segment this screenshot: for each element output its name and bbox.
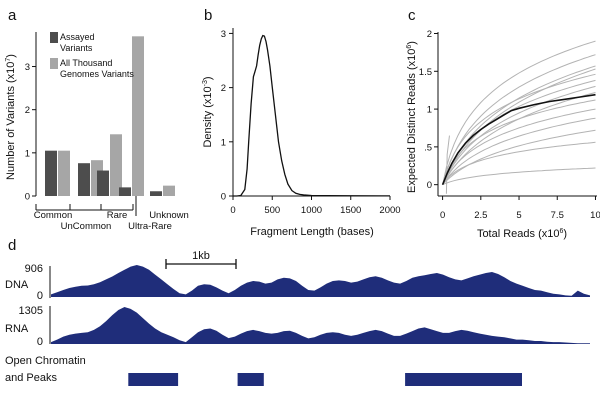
legend-label-assayed-1: Assayed [60, 32, 95, 42]
rna-zero-label: 0 [37, 336, 43, 348]
panel-b-x-tick-label: 1000 [301, 205, 322, 216]
bar-unknown-all-thousand [163, 185, 175, 196]
category-label-unknown: Unknown [149, 210, 189, 221]
panel-c-x-tick-label: 7.5 [551, 210, 564, 221]
legend-swatch-assayed [50, 32, 58, 43]
peaks-label-line-2: and Peaks [5, 372, 57, 384]
grey-curve [442, 54, 596, 185]
panel-c-ticks: 0 2.5 5 7.5 10 0 .5 1 1.5 2 [419, 29, 600, 221]
panel-a-y-ticks: 0 1 2 3 [25, 62, 36, 203]
dna-coverage-track [51, 265, 590, 297]
grey-curve [442, 40, 596, 185]
panel-c-grey-curves [442, 40, 596, 194]
grey-curve [442, 129, 596, 186]
panel-b-x-tick-label: 500 [264, 205, 280, 216]
panel-b-y-tick-label: 1 [221, 137, 226, 148]
panel-b-y-tick-label: 0 [221, 192, 226, 203]
panel-c-mean-curve [441, 93, 596, 185]
panel-a-bar-chart: 0 1 2 3 Number of Variants (x107) Assayed V… [5, 32, 189, 232]
peaks-label-line-1: Open Chromatin [5, 355, 86, 367]
panel-b-y-label: Density (x10-3) [202, 76, 214, 147]
category-label-common: Common [34, 210, 73, 221]
category-label-rare: Rare [107, 210, 128, 221]
panel-letter-c: c [408, 7, 416, 24]
panel-c-line-chart: 0 2.5 5 7.5 10 0 .5 1 1.5 2 Expected Distinct Rea… [406, 29, 600, 240]
grey-curve [445, 135, 450, 194]
panel-a-y-tick-label: 1 [25, 148, 30, 159]
legend-swatch-all-thousand [50, 58, 58, 69]
panel-c-y-label: Expected Distinct Reads (x106) [406, 41, 418, 193]
panel-c-y-tick-label: 2 [427, 29, 432, 40]
panel-letter-a: a [8, 7, 17, 24]
bar-ultra-rare-assayed [119, 187, 131, 196]
grey-curve [442, 65, 596, 185]
scale-bar-label: 1kb [192, 250, 210, 262]
peak-regions [128, 373, 522, 386]
grey-curve [442, 85, 596, 185]
panel-letter-d: d [8, 237, 16, 254]
legend-label-all-thousand-1: All Thousand [60, 58, 112, 68]
panel-d-genome-tracks: 1kb 906 0 DNA 1305 0 RNA Open Chromatin … [5, 250, 590, 386]
bar-rare-assayed [97, 170, 109, 196]
grey-curve [442, 68, 596, 185]
bar-rare-all-thousand [110, 134, 122, 196]
panel-c-x-tick-label: 2.5 [474, 210, 487, 221]
panel-c-x-label: Total Reads (x106) [477, 228, 567, 240]
panel-b-y-tick-label: 3 [221, 29, 226, 40]
panel-a-y-label: Number of Variants (x107) [5, 54, 17, 180]
panel-a-y-tick-label: 2 [25, 105, 30, 116]
panel-a-y-tick-label: 3 [25, 62, 30, 73]
dna-track-label: DNA [5, 279, 29, 291]
panel-b-x-label: Fragment Length (bases) [250, 226, 374, 238]
peak-region [128, 373, 179, 386]
legend-label-all-thousand-2: Genomes Variants [60, 69, 134, 79]
category-label-uncommon: UnCommon [61, 221, 112, 232]
panel-c-x-tick-label: 0 [440, 210, 445, 221]
rna-max-label: 1305 [19, 305, 43, 317]
rna-coverage-track [51, 307, 590, 344]
grey-curve [442, 117, 596, 185]
legend-label-assayed-2: Variants [60, 43, 93, 53]
peak-region [405, 373, 522, 386]
panel-b-x-tick-label: 0 [230, 205, 235, 216]
panel-a-y-tick-label: 0 [25, 192, 30, 203]
grey-curve [442, 99, 596, 185]
panel-a-bars [45, 36, 175, 196]
dna-max-label: 906 [25, 263, 43, 275]
panel-b-x-tick-label: 2000 [379, 205, 400, 216]
panel-b-line-chart: 0 500 1000 1500 2000 0 1 2 3 Density (x10-3) Fra… [202, 28, 401, 238]
panel-c-y-tick-label: 1.5 [419, 67, 432, 78]
grey-curve [442, 73, 596, 185]
panel-c-y-tick-label: 0 [427, 180, 432, 191]
panel-b-x-tick-label: 1500 [340, 205, 361, 216]
panel-c-x-tick-label: 10 [590, 210, 600, 221]
bar-common-all-thousand [58, 150, 70, 196]
bar-ultra-rare-all-thousand [132, 36, 144, 196]
category-label-ultra-rare: Ultra-Rare [128, 221, 172, 232]
panel-b-y-tick-label: 2 [221, 83, 226, 94]
grey-curve [442, 141, 596, 185]
panel-c-x-tick-label: 5 [516, 210, 521, 221]
grey-curve [442, 167, 596, 186]
grey-curve [442, 108, 596, 185]
panel-c-y-tick-label: 1 [427, 105, 432, 116]
dna-zero-label: 0 [37, 290, 43, 302]
rna-track-label: RNA [5, 323, 29, 335]
peak-region [237, 373, 264, 386]
panel-b-ticks: 0 500 1000 1500 2000 0 1 2 3 [221, 29, 401, 216]
bar-common-assayed [45, 150, 57, 196]
panel-c-y-tick-label: .5 [424, 142, 432, 153]
bar-uncommon-assayed [78, 163, 90, 196]
panel-b-density-line [233, 34, 391, 197]
bar-unknown-assayed [150, 191, 162, 196]
panel-letter-b: b [204, 7, 212, 24]
